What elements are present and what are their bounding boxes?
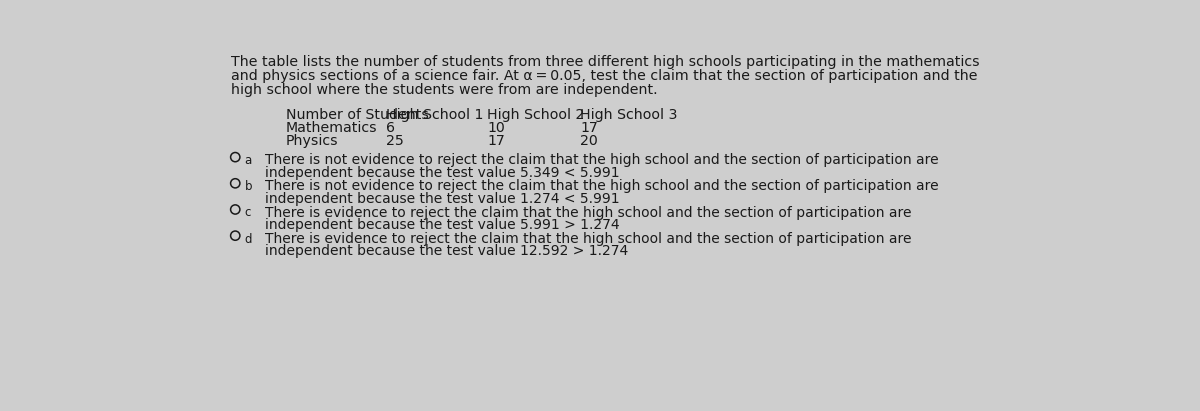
Text: independent because the test value 1.274 < 5.991: independent because the test value 1.274… [265, 192, 619, 206]
Text: High School 2: High School 2 [487, 108, 584, 122]
Text: 6: 6 [386, 121, 395, 135]
Text: There is not evidence to reject the claim that the high school and the section o: There is not evidence to reject the clai… [265, 180, 938, 194]
Text: d: d [245, 233, 252, 246]
Text: The table lists the number of students from three different high schools partici: The table lists the number of students f… [232, 55, 980, 69]
Text: independent because the test value 5.349 < 5.991: independent because the test value 5.349… [265, 166, 619, 180]
Text: There is not evidence to reject the claim that the high school and the section o: There is not evidence to reject the clai… [265, 153, 938, 167]
Text: independent because the test value 5.991 > 1.274: independent because the test value 5.991… [265, 218, 619, 232]
Text: and physics sections of a science fair. At α = 0.05, test the claim that the sec: and physics sections of a science fair. … [232, 69, 978, 83]
Text: a: a [245, 154, 252, 167]
Text: b: b [245, 180, 252, 193]
Text: Mathematics: Mathematics [286, 121, 377, 135]
Text: Physics: Physics [286, 134, 338, 148]
Text: Number of Students: Number of Students [286, 108, 428, 122]
Text: 20: 20 [580, 134, 598, 148]
Text: 25: 25 [386, 134, 404, 148]
Text: High School 3: High School 3 [580, 108, 678, 122]
Text: High School 1: High School 1 [386, 108, 484, 122]
Text: There is evidence to reject the claim that the high school and the section of pa: There is evidence to reject the claim th… [265, 206, 911, 219]
Text: independent because the test value 12.592 > 1.274: independent because the test value 12.59… [265, 244, 628, 258]
Text: 17: 17 [580, 121, 598, 135]
Text: c: c [245, 206, 251, 219]
Text: There is evidence to reject the claim that the high school and the section of pa: There is evidence to reject the claim th… [265, 232, 911, 246]
Text: 17: 17 [487, 134, 505, 148]
Text: 10: 10 [487, 121, 505, 135]
Text: high school where the students were from are independent.: high school where the students were from… [232, 83, 658, 97]
